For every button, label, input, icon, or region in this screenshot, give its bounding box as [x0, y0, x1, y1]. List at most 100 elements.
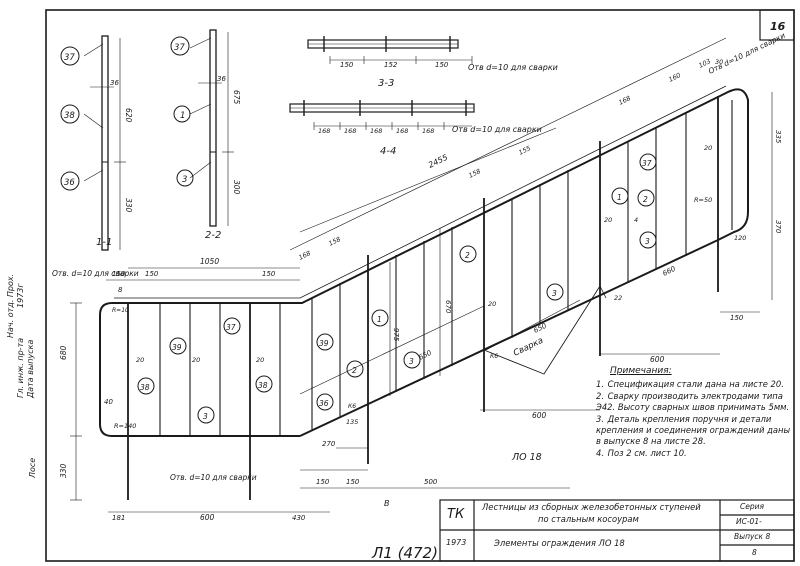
- dim-330-b: 330: [59, 463, 68, 478]
- dim-1050: 1050: [200, 257, 219, 266]
- note-number: 4.: [596, 448, 604, 459]
- label-r10: R=10: [112, 307, 129, 314]
- dim-135: 135: [346, 418, 358, 426]
- dim-600-c: 600: [200, 513, 215, 522]
- callout-3-e: 3: [645, 237, 650, 246]
- dim-150-33b: 150: [435, 61, 449, 69]
- dim-2455: 2455: [427, 153, 449, 170]
- dim-620: 620: [124, 108, 133, 123]
- label-cut-b: В: [384, 499, 390, 508]
- tb-subtitle: Элементы ограждения ЛО 18: [494, 538, 625, 548]
- callout-3-b: 3: [203, 412, 208, 421]
- hole-label-44: Отв d=10 для сварки: [452, 125, 542, 134]
- note-number: 2.: [596, 391, 604, 402]
- tb-sheet: 8: [752, 548, 757, 557]
- callout-2-a: 2: [352, 366, 357, 375]
- section-label-2-2: 2-2: [205, 230, 221, 241]
- dim-181: 181: [112, 514, 125, 522]
- dim-650-a: 650: [532, 322, 548, 335]
- dim-4: 4: [634, 216, 638, 224]
- dim-150-c: 150: [730, 314, 744, 322]
- railing-callouts: [137, 153, 657, 424]
- dim-168-44b: 168: [344, 127, 356, 135]
- callout-38-a: 38: [64, 111, 75, 121]
- note-item: 2. Сварку производить электродами типа Э…: [596, 391, 792, 412]
- dim-36-a: 36: [110, 79, 119, 87]
- dim-430: 430: [292, 514, 306, 522]
- dim-168-44a: 168: [318, 127, 330, 135]
- callout-37-b: 37: [174, 43, 185, 53]
- sheet-frame: [45, 9, 795, 562]
- section-2-2: [170, 29, 234, 227]
- dim-168-r1: 168: [297, 249, 312, 262]
- section-4-4: [289, 100, 475, 130]
- callout-1-b: 1: [377, 315, 382, 324]
- sheet-number-box: [759, 9, 795, 41]
- callout-2-b: 2: [465, 251, 470, 260]
- stamp-line-3: Дата выпуска: [26, 339, 35, 398]
- section-label-4-4: 4-4: [380, 146, 396, 157]
- dim-22: 22: [614, 294, 622, 302]
- dim-335: 335: [774, 130, 782, 144]
- dim-152-33: 152: [384, 61, 398, 69]
- callout-2-c: 2: [643, 195, 648, 204]
- dim-270: 270: [322, 440, 336, 448]
- dim-150-b2: 150: [346, 478, 360, 486]
- railing-frame: [99, 85, 749, 500]
- tb-code: ТК: [447, 507, 465, 522]
- dim-300: 300: [232, 180, 241, 195]
- dim-120: 120: [734, 234, 746, 242]
- tb-year: 1973: [446, 538, 467, 547]
- dim-670: 670: [444, 300, 452, 314]
- section-label-1-1: 1-1: [96, 237, 112, 248]
- callout-3-c: 3: [409, 357, 414, 366]
- dim-150-r3: 150: [262, 270, 276, 278]
- dim-150-b1: 150: [316, 478, 330, 486]
- dim-168-44d: 168: [396, 127, 408, 135]
- callout-37-c: 37: [226, 323, 236, 332]
- label-r140: R=140: [114, 422, 136, 430]
- dim-600-a: 600: [532, 411, 547, 420]
- stamp-line-2: Гл. инж. пр-та: [16, 337, 25, 398]
- tb-archive: Л1 (472): [372, 544, 438, 562]
- hole-label-top: Отв d=10 для сварки: [707, 31, 787, 76]
- tb-title-2: по стальным косоурам: [538, 514, 639, 524]
- notes-block: Примечания: 1. Спецификация стали дана н…: [596, 366, 792, 461]
- label-weld: Сварка: [512, 336, 545, 359]
- hole-label-left: Отв. d=10 для сварки: [52, 269, 139, 278]
- dim-30: 30: [715, 58, 723, 66]
- label-r50: R=50: [694, 196, 712, 204]
- dim-20-e: 20: [604, 216, 612, 224]
- dim-20-f: 20: [704, 144, 712, 152]
- note-item: 4. Поз 2 см. лист 10.: [596, 448, 792, 459]
- callout-1-c: 1: [617, 193, 622, 202]
- dim-40: 40: [104, 398, 113, 406]
- note-text: Деталь крепления поручня и детали крепле…: [596, 414, 791, 446]
- tb-issue: Выпуск 8: [734, 532, 771, 541]
- callout-38-b: 38: [140, 383, 150, 392]
- dim-8: 8: [118, 286, 123, 294]
- callout-39-b: 39: [319, 339, 329, 348]
- stamp-line-1: Нач. отд. Прох.: [6, 273, 15, 338]
- railing-dimensions: [70, 37, 773, 513]
- dim-370: 370: [774, 220, 782, 234]
- approval-stamp: Нач. отд. Прох. Гл. инж. пр-та Дата выпу…: [4, 268, 44, 482]
- dim-680: 680: [59, 345, 68, 360]
- dim-330-a: 330: [124, 198, 133, 213]
- callout-38-c: 38: [258, 381, 268, 390]
- note-item: 1. Спецификация стали дана на листе 20.: [596, 379, 792, 390]
- dim-36-b: 36: [217, 75, 226, 83]
- tb-title-1: Лестницы из сборных железобетонных ступе…: [482, 502, 701, 512]
- tb-series-value: ИС-01-: [736, 517, 762, 526]
- dim-650-b: 650: [417, 349, 433, 362]
- dim-20-b: 20: [192, 356, 200, 364]
- note-text: Поз 2 см. лист 10.: [607, 448, 687, 459]
- dim-155: 155: [517, 144, 532, 157]
- section-label-3-3: 3-3: [378, 78, 394, 89]
- note-text: Спецификация стали дана на листе 20.: [607, 378, 784, 389]
- dim-160: 160: [667, 71, 682, 84]
- note-number: 3.: [596, 414, 604, 425]
- dim-168-44c: 168: [370, 127, 382, 135]
- notes-title: Примечания:: [610, 366, 672, 376]
